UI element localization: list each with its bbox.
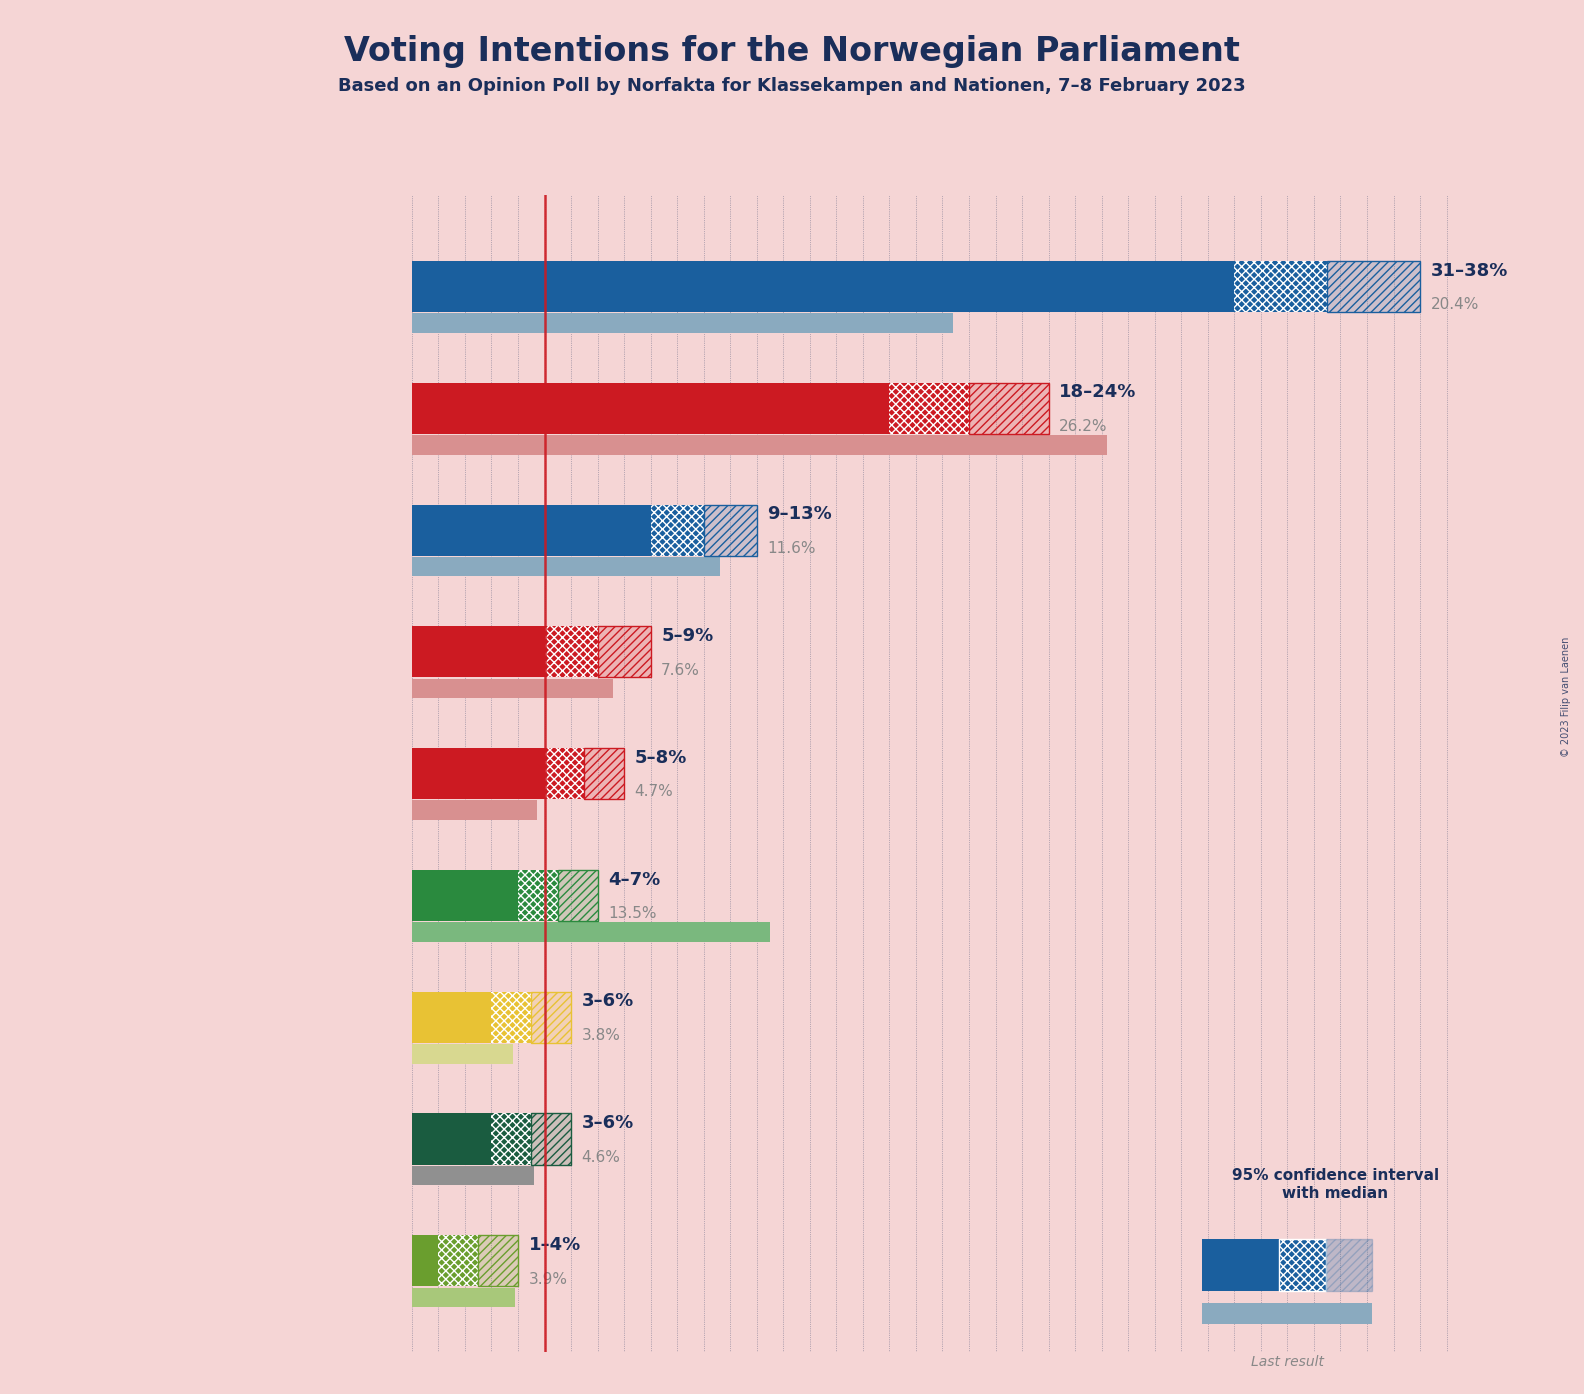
Bar: [412, 1044, 513, 1064]
Text: 3.8%: 3.8%: [581, 1027, 621, 1043]
Bar: [1278, 1239, 1326, 1291]
Bar: [412, 800, 537, 820]
Bar: [651, 505, 703, 556]
Bar: [1327, 261, 1421, 312]
Bar: [531, 991, 572, 1043]
Bar: [412, 991, 491, 1043]
Bar: [531, 991, 572, 1043]
Bar: [890, 383, 969, 434]
Bar: [412, 626, 545, 677]
Bar: [491, 1114, 531, 1164]
Bar: [412, 1114, 491, 1164]
Text: 1–4%: 1–4%: [529, 1236, 581, 1255]
Bar: [558, 870, 597, 921]
Bar: [969, 383, 1049, 434]
Text: 18–24%: 18–24%: [1060, 383, 1137, 401]
Bar: [703, 505, 757, 556]
Bar: [890, 383, 969, 434]
Text: 26.2%: 26.2%: [1060, 420, 1107, 434]
Bar: [1202, 1239, 1278, 1291]
Bar: [703, 505, 757, 556]
Text: Voting Intentions for the Norwegian Parliament: Voting Intentions for the Norwegian Parl…: [344, 35, 1240, 68]
Bar: [518, 870, 558, 921]
Text: 3–6%: 3–6%: [581, 993, 634, 1011]
Bar: [412, 435, 1107, 454]
Text: 5–8%: 5–8%: [635, 749, 687, 767]
Bar: [491, 991, 531, 1043]
Bar: [412, 1235, 439, 1287]
Text: © 2023 Filip van Laenen: © 2023 Filip van Laenen: [1562, 637, 1571, 757]
Bar: [412, 679, 613, 698]
Bar: [478, 1235, 518, 1287]
Bar: [1234, 261, 1327, 312]
Text: 7.6%: 7.6%: [661, 662, 700, 677]
Bar: [969, 383, 1049, 434]
Bar: [439, 1235, 478, 1287]
Bar: [545, 626, 597, 677]
Bar: [412, 1165, 534, 1185]
Bar: [439, 1235, 478, 1287]
Text: Last result: Last result: [1251, 1355, 1324, 1369]
Bar: [584, 749, 624, 799]
Bar: [412, 261, 1234, 312]
Text: 31–38%: 31–38%: [1430, 262, 1508, 280]
Bar: [518, 870, 558, 921]
Bar: [531, 1114, 572, 1164]
Bar: [531, 1114, 572, 1164]
Bar: [1234, 261, 1327, 312]
Bar: [545, 626, 597, 677]
Text: 9–13%: 9–13%: [767, 505, 832, 523]
Bar: [491, 1114, 531, 1164]
Text: Based on an Opinion Poll by Norfakta for Klassekampen and Nationen, 7–8 February: Based on an Opinion Poll by Norfakta for…: [339, 77, 1245, 95]
Bar: [412, 1288, 515, 1308]
Bar: [412, 923, 770, 942]
Text: 4.6%: 4.6%: [581, 1150, 621, 1165]
Bar: [412, 314, 954, 333]
Bar: [1327, 261, 1421, 312]
Text: 11.6%: 11.6%: [767, 541, 816, 556]
Text: 4–7%: 4–7%: [608, 871, 661, 888]
Text: 5–9%: 5–9%: [661, 627, 713, 645]
Text: 3.9%: 3.9%: [529, 1271, 567, 1287]
Bar: [597, 626, 651, 677]
Bar: [651, 505, 703, 556]
Bar: [584, 749, 624, 799]
Bar: [597, 626, 651, 677]
Bar: [545, 749, 584, 799]
Text: 4.7%: 4.7%: [635, 785, 673, 799]
Text: 13.5%: 13.5%: [608, 906, 657, 921]
Bar: [1202, 1303, 1372, 1324]
Bar: [491, 991, 531, 1043]
Bar: [1326, 1239, 1372, 1291]
Text: 95% confidence interval
with median: 95% confidence interval with median: [1232, 1168, 1438, 1200]
Bar: [558, 870, 597, 921]
Bar: [545, 749, 584, 799]
Bar: [412, 556, 719, 576]
Bar: [478, 1235, 518, 1287]
Bar: [412, 749, 545, 799]
Text: 20.4%: 20.4%: [1430, 297, 1479, 312]
Bar: [412, 505, 651, 556]
Text: 3–6%: 3–6%: [581, 1114, 634, 1132]
Bar: [412, 383, 890, 434]
Bar: [412, 870, 518, 921]
